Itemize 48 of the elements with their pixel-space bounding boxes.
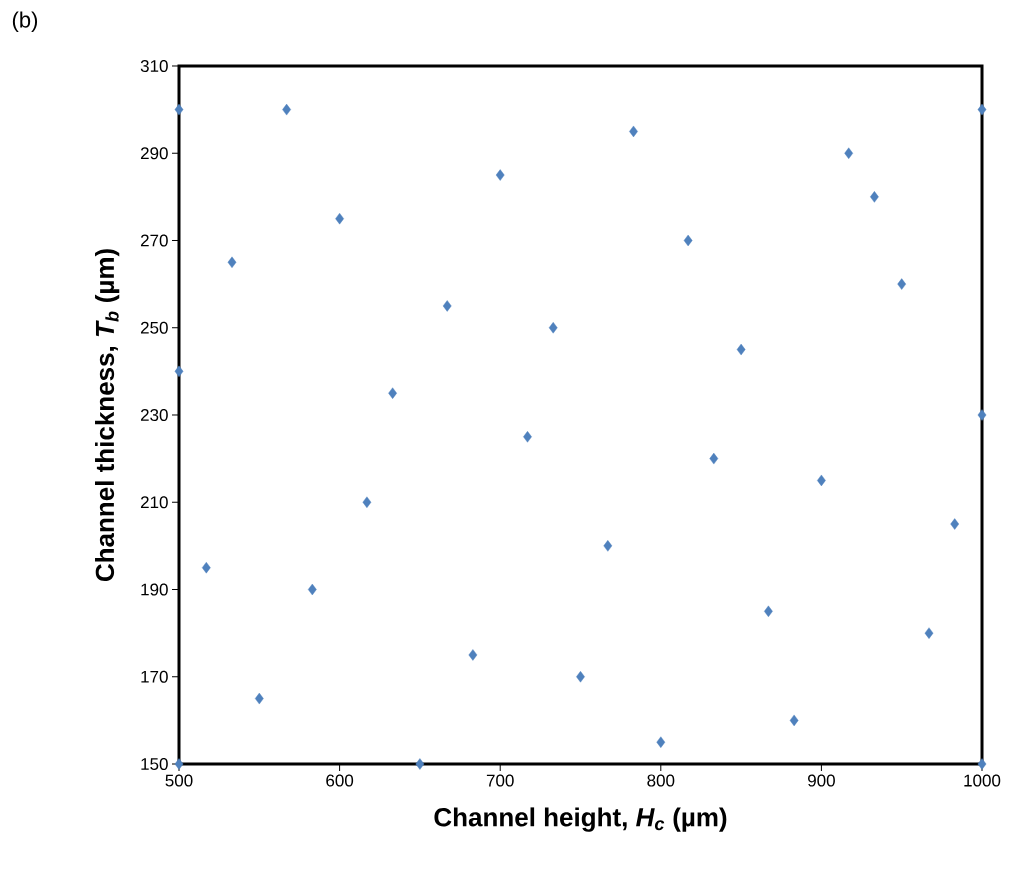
text: Channel height, H$_{c}$ (µm) — [434, 807, 727, 832]
y-tick-label: 310 — [140, 59, 168, 73]
point — [174, 365, 184, 378]
point — [468, 649, 478, 661]
point — [227, 256, 237, 269]
y-tick-label: 290 — [140, 147, 168, 160]
y-tick-label: 250 — [140, 321, 168, 334]
x-tick-label: 800 — [647, 774, 675, 787]
x-tick-label: 1000 — [964, 774, 1001, 787]
y-tick-label: 190 — [141, 583, 168, 596]
point — [201, 561, 211, 574]
point — [656, 736, 666, 748]
point — [844, 147, 854, 159]
point — [415, 758, 425, 770]
point — [307, 583, 317, 596]
point — [736, 343, 746, 356]
point — [924, 627, 934, 639]
x-tick-label: 500 — [165, 774, 193, 787]
point — [709, 452, 719, 465]
point — [977, 409, 987, 421]
point — [523, 431, 532, 443]
point — [362, 496, 372, 508]
point — [576, 671, 585, 683]
point — [174, 758, 184, 770]
point — [174, 103, 184, 116]
point — [977, 758, 987, 770]
y-tick-label: 270 — [140, 234, 168, 247]
point — [950, 518, 960, 530]
point — [495, 169, 505, 181]
point — [254, 692, 264, 705]
point — [548, 322, 558, 334]
point — [603, 540, 613, 552]
point — [683, 234, 693, 247]
y-tick-label: 230 — [140, 408, 168, 422]
y-tick-label: 210 — [140, 496, 168, 509]
y-tick-label: 170 — [141, 670, 168, 683]
text: Channel thickness, T$_{b}$ (µm) — [95, 249, 120, 582]
text: (b) — [12, 11, 38, 33]
x-tick-label: 700 — [486, 774, 514, 787]
point — [897, 278, 907, 290]
point — [789, 714, 799, 727]
x-tick-label: 900 — [808, 774, 835, 787]
point — [442, 300, 452, 312]
point — [388, 387, 397, 399]
y-tick-label: 150 — [141, 757, 168, 771]
point — [977, 103, 987, 116]
x-tick-label: 600 — [326, 774, 354, 787]
point — [870, 191, 879, 203]
